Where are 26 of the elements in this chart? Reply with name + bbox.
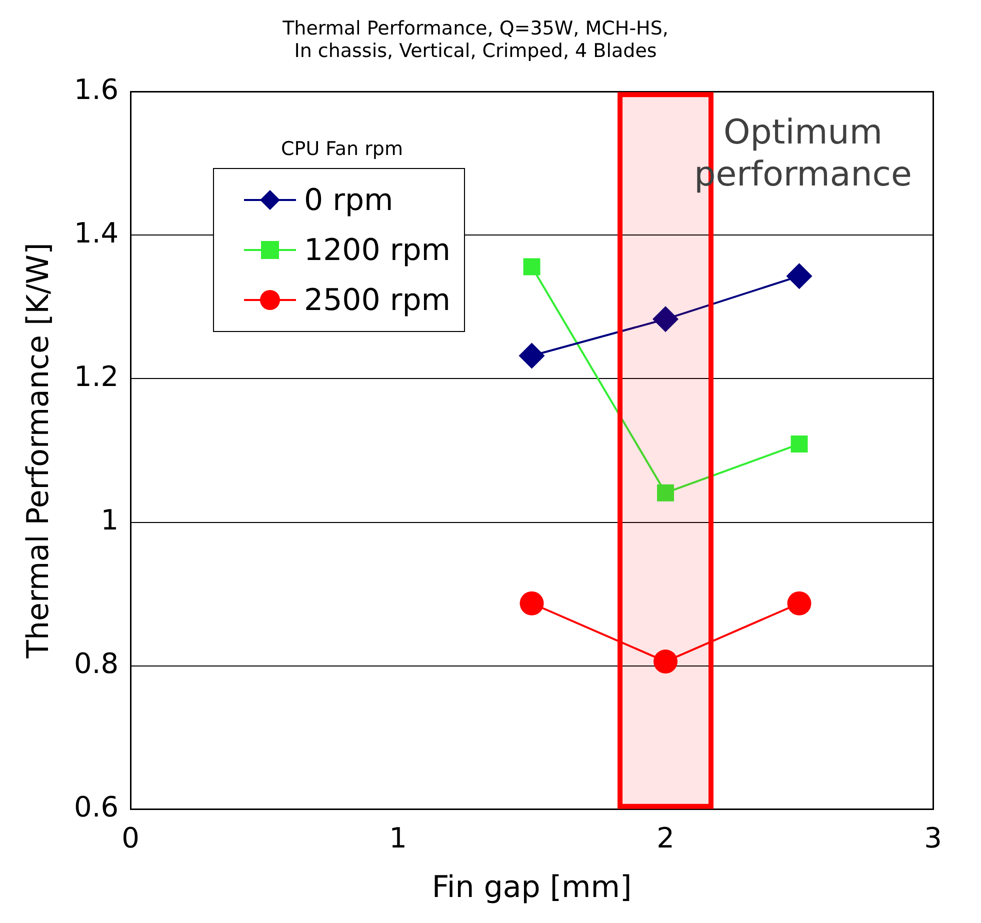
point	[787, 591, 812, 616]
y-tick-label: 1.2	[74, 360, 119, 393]
legend-label: 2500 rpm	[304, 282, 450, 318]
point	[790, 436, 808, 453]
x-tick-label: 2	[656, 821, 674, 854]
point	[786, 263, 812, 290]
point	[518, 342, 545, 369]
y-tick-label: 0.8	[74, 647, 119, 680]
legend-title: CPU Fan rpm	[281, 138, 404, 160]
point	[520, 591, 544, 616]
point	[652, 306, 679, 332]
y-tick-label: 0.6	[74, 790, 119, 824]
legend-label: 0 rpm	[304, 182, 394, 218]
chart-title: Thermal Performance, Q=35W, MCH-HS, In chassis, Vertical, Crimped, 4 Blades	[282, 17, 668, 62]
point	[657, 484, 674, 502]
y-tick-label: 1.4	[74, 216, 119, 250]
x-tick-label: 0	[122, 821, 140, 854]
point	[523, 258, 540, 276]
y-tick-label: 1.6	[74, 72, 119, 106]
x-axis-title: Fin gap [mm]	[432, 870, 632, 905]
point	[654, 650, 678, 674]
x-tick-label: 1	[389, 821, 407, 854]
legend-label: 1200 rpm	[304, 232, 450, 268]
x-tick-label: 3	[924, 821, 942, 854]
y-axis-title: Thermal Performance [K/W]	[20, 242, 56, 660]
y-tick-label: 1	[100, 504, 119, 537]
